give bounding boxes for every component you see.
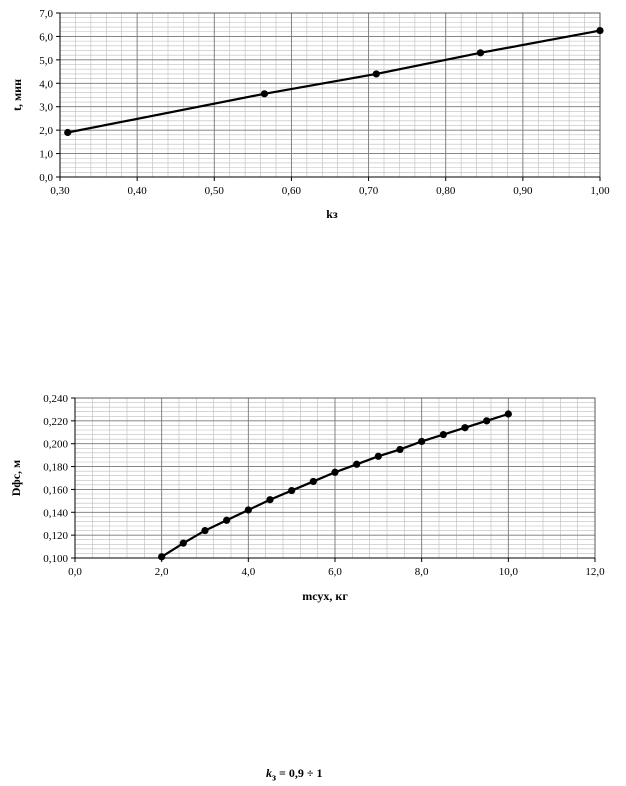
formula-var: k — [266, 766, 272, 780]
y-tick-label: 4,0 — [39, 78, 53, 90]
chart-dfs-vs-msuh: 0,0 2,0 4,0 6,0 8,0 10,0 12,0 0,100 0,120 0,140 0,… — [9, 393, 605, 603]
series-0-point — [483, 417, 491, 425]
y-tick-label: 0,140 — [43, 507, 68, 519]
formula-sub: з — [272, 772, 277, 784]
series-0-point — [396, 445, 404, 454]
x-tick-label: 0,40 — [128, 185, 148, 197]
x-tick-label: 6,0 — [328, 566, 342, 578]
y-tick-label: 0,200 — [43, 439, 68, 451]
x-tick-label: 4,0 — [241, 566, 255, 578]
formula-kz-range: kз = 0,9 ÷ 1 — [266, 766, 322, 783]
series-0-point — [288, 486, 296, 495]
x-tick-label: 0,50 — [205, 185, 225, 197]
x-axis-label: mсух, кг — [302, 589, 348, 603]
chart-t-vs-kz: 0,30 0,40 0,50 0,60 0,70 0,80 0,90 1,00 0,0 1,0 2,… — [10, 8, 610, 221]
series-0-point — [64, 128, 72, 137]
series-0-point — [309, 477, 317, 486]
series-0-point — [461, 424, 469, 432]
x-axis-label: kз — [326, 207, 338, 221]
series-0-point — [223, 516, 231, 524]
series-0-point — [372, 70, 380, 78]
series-0-point — [439, 430, 447, 439]
y-tick-label: 5,0 — [39, 55, 53, 67]
x-tick-label: 12,0 — [585, 566, 605, 578]
x-tick-label: 10,0 — [499, 566, 519, 578]
x-tick-label: 0,0 — [68, 566, 82, 578]
y-tick-label: 3,0 — [39, 102, 53, 114]
x-tick-label: 1,00 — [590, 185, 610, 197]
y-tick-label: 6,0 — [39, 31, 53, 43]
series-0-point — [596, 26, 604, 35]
series-0-point — [201, 526, 209, 535]
x-tick-label: 0,60 — [282, 185, 302, 197]
series-0-point — [260, 90, 269, 98]
y-tick-label: 0,100 — [43, 553, 68, 565]
series-0-point — [158, 553, 166, 561]
y-axis-label: Dфс, м — [9, 460, 23, 496]
grid — [59, 12, 601, 178]
x-tick-label: 0,30 — [50, 185, 70, 197]
x-tick-label: 0,70 — [359, 185, 379, 197]
series-0-point — [266, 496, 274, 504]
y-tick-label: 0,160 — [43, 484, 68, 496]
x-tick-label: 0,90 — [513, 185, 533, 197]
x-tick-label: 8,0 — [415, 566, 429, 578]
series-0-point — [331, 468, 339, 476]
x-tick-label: 0,80 — [436, 185, 456, 197]
series-0-point — [179, 539, 187, 547]
y-tick-label: 7,0 — [39, 8, 53, 20]
plot-area — [60, 13, 600, 177]
y-tick-label: 1,0 — [39, 149, 53, 161]
formula-rest: = 0,9 ÷ 1 — [276, 766, 323, 780]
series-0-point — [418, 437, 426, 446]
y-tick-label: 0,220 — [43, 416, 68, 428]
series-0-point — [244, 506, 252, 514]
series-0-point — [504, 410, 512, 418]
y-tick-label: 0,120 — [43, 530, 68, 542]
y-tick-label: 0,180 — [43, 462, 68, 474]
series-0-point — [374, 452, 382, 460]
x-tick-label: 2,0 — [155, 566, 169, 578]
y-tick-label: 0,0 — [39, 172, 53, 184]
series-0-point — [476, 49, 485, 57]
y-tick-label: 2,0 — [39, 125, 53, 137]
series-0-point — [353, 460, 361, 468]
y-tick-label: 0,240 — [43, 393, 68, 405]
y-axis-label: t, мин — [10, 79, 24, 111]
